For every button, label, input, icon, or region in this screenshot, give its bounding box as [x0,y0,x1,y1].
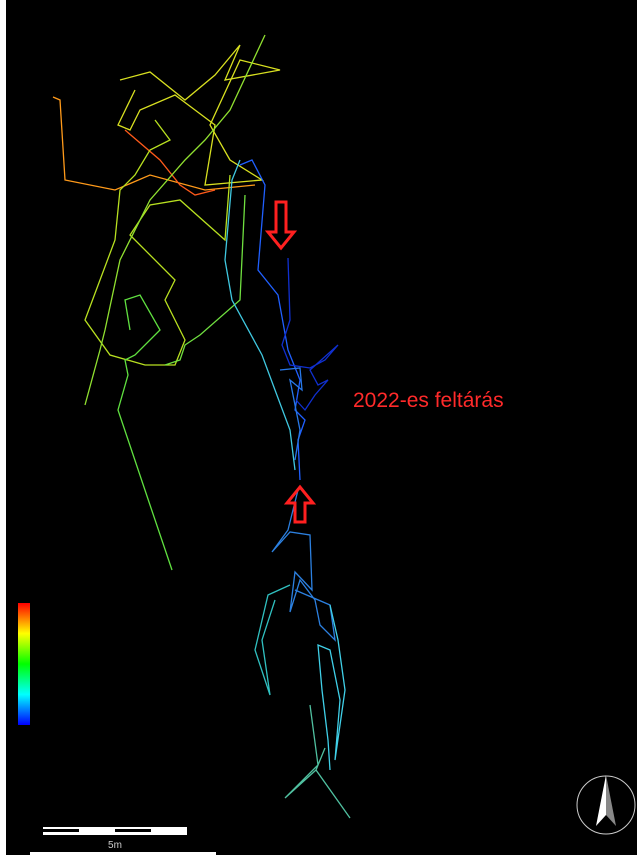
scale-bar: 5m [30,827,216,855]
survey-leg [124,129,216,196]
scale-label: 5m [108,840,122,851]
survey-leg [224,159,296,471]
compass-needle [596,775,606,826]
survey-leg [84,119,231,366]
scale-bar-segment [43,829,79,832]
survey-leg [281,257,339,412]
survey-leg [117,44,281,186]
survey-leg [279,367,303,461]
arrow-down [264,200,298,251]
annotation: 2022-es feltárás [353,389,504,412]
survey-leg [239,159,306,481]
survey-leg [117,294,173,571]
survey-leg [52,96,256,191]
arrow-up [283,484,317,524]
survey-leg [84,34,266,406]
scale-bar-segment [115,829,151,832]
survey-leg [284,704,351,819]
compass-needle [606,775,616,826]
left-edge [0,0,6,855]
bottom-strip [30,852,216,855]
north-arrow [576,775,636,835]
survey-leg [254,584,291,696]
survey-leg [317,604,346,771]
survey-leg [164,194,246,366]
survey-lines [52,34,351,819]
survey-leg [271,489,336,642]
color-legend [18,603,30,725]
